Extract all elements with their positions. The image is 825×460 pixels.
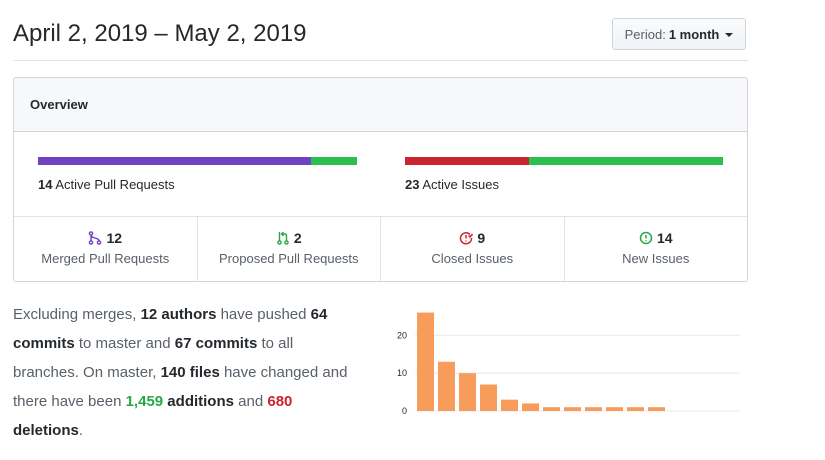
proposed-count: 2 bbox=[293, 230, 302, 246]
period-value: 1 month bbox=[668, 26, 720, 42]
chart-bar[interactable] bbox=[480, 384, 497, 412]
issues-closed-segment bbox=[405, 157, 530, 165]
overview-stats: 12 Merged Pull Requests 2 Proposed Pull … bbox=[14, 217, 747, 281]
y-tick-label: 0 bbox=[402, 406, 407, 416]
period-label: Period: bbox=[624, 26, 666, 42]
chart-bar[interactable] bbox=[648, 407, 665, 411]
pull-requests-open-segment bbox=[311, 157, 357, 165]
merge-icon bbox=[89, 231, 102, 245]
chart-bar[interactable] bbox=[459, 373, 476, 411]
new-label: New Issues bbox=[622, 251, 690, 266]
period-dropdown-button[interactable]: Period: 1 month bbox=[612, 18, 746, 50]
proposed-pull-requests-stat[interactable]: 2 Proposed Pull Requests bbox=[198, 217, 381, 281]
active-issues-label[interactable]: 23 Active Issues bbox=[405, 177, 499, 192]
pull-requests-merged-segment bbox=[38, 157, 312, 165]
deletions-count: 680 bbox=[267, 393, 293, 410]
chart-bar[interactable] bbox=[543, 407, 560, 411]
new-issues-stat[interactable]: 14 New Issues bbox=[565, 217, 748, 281]
header-divider bbox=[13, 60, 748, 61]
additions-count: 1,459 bbox=[125, 393, 164, 410]
overview-panel: Overview 14 Active Pull Requests 23 Acti… bbox=[13, 77, 748, 282]
y-tick-label: 10 bbox=[397, 368, 407, 378]
overview-title: Overview bbox=[14, 78, 747, 132]
chart-bar[interactable] bbox=[606, 407, 623, 411]
chart-bar[interactable] bbox=[501, 399, 518, 411]
pull-requests-progress-bar bbox=[38, 157, 357, 165]
issue-opened-icon bbox=[639, 231, 653, 245]
overview-bars: 14 Active Pull Requests 23 Active Issues bbox=[14, 132, 747, 217]
contributors-bar-chart: 0 10 20 bbox=[397, 312, 740, 416]
page-title: April 2, 2019 – May 2, 2019 bbox=[13, 20, 307, 47]
closed-issues-stat[interactable]: 9 Closed Issues bbox=[381, 217, 565, 281]
all-commits-link[interactable]: 67 commits bbox=[174, 335, 258, 352]
pull-request-icon bbox=[277, 231, 289, 245]
proposed-label: Proposed Pull Requests bbox=[219, 251, 359, 266]
chart-bar[interactable] bbox=[438, 361, 455, 411]
merged-label: Merged Pull Requests bbox=[41, 251, 170, 266]
closed-count: 9 bbox=[477, 230, 486, 246]
commit-summary: Excluding merges, 12 authors have pushed… bbox=[13, 306, 348, 439]
issues-progress-bar bbox=[405, 157, 723, 165]
y-tick-label: 20 bbox=[397, 330, 407, 340]
active-pull-requests-label[interactable]: 14 Active Pull Requests bbox=[38, 177, 175, 192]
chart-bar[interactable] bbox=[627, 407, 644, 411]
caret-down-icon bbox=[725, 33, 734, 37]
authors-link[interactable]: 12 authors bbox=[140, 306, 217, 323]
files-changed: 140 files bbox=[160, 364, 220, 381]
closed-label: Closed Issues bbox=[431, 251, 514, 266]
merged-count: 12 bbox=[106, 230, 123, 246]
chart-bar[interactable] bbox=[585, 407, 602, 411]
chart-bar[interactable] bbox=[522, 403, 539, 411]
merged-pull-requests-stat[interactable]: 12 Merged Pull Requests bbox=[14, 217, 198, 281]
new-count: 14 bbox=[656, 230, 673, 246]
issues-open-segment bbox=[529, 157, 723, 165]
chart-bar[interactable] bbox=[564, 407, 581, 411]
issue-closed-icon bbox=[460, 232, 474, 245]
master-commits-link[interactable]: 64 commits bbox=[13, 306, 328, 352]
chart-bar[interactable] bbox=[417, 312, 434, 411]
